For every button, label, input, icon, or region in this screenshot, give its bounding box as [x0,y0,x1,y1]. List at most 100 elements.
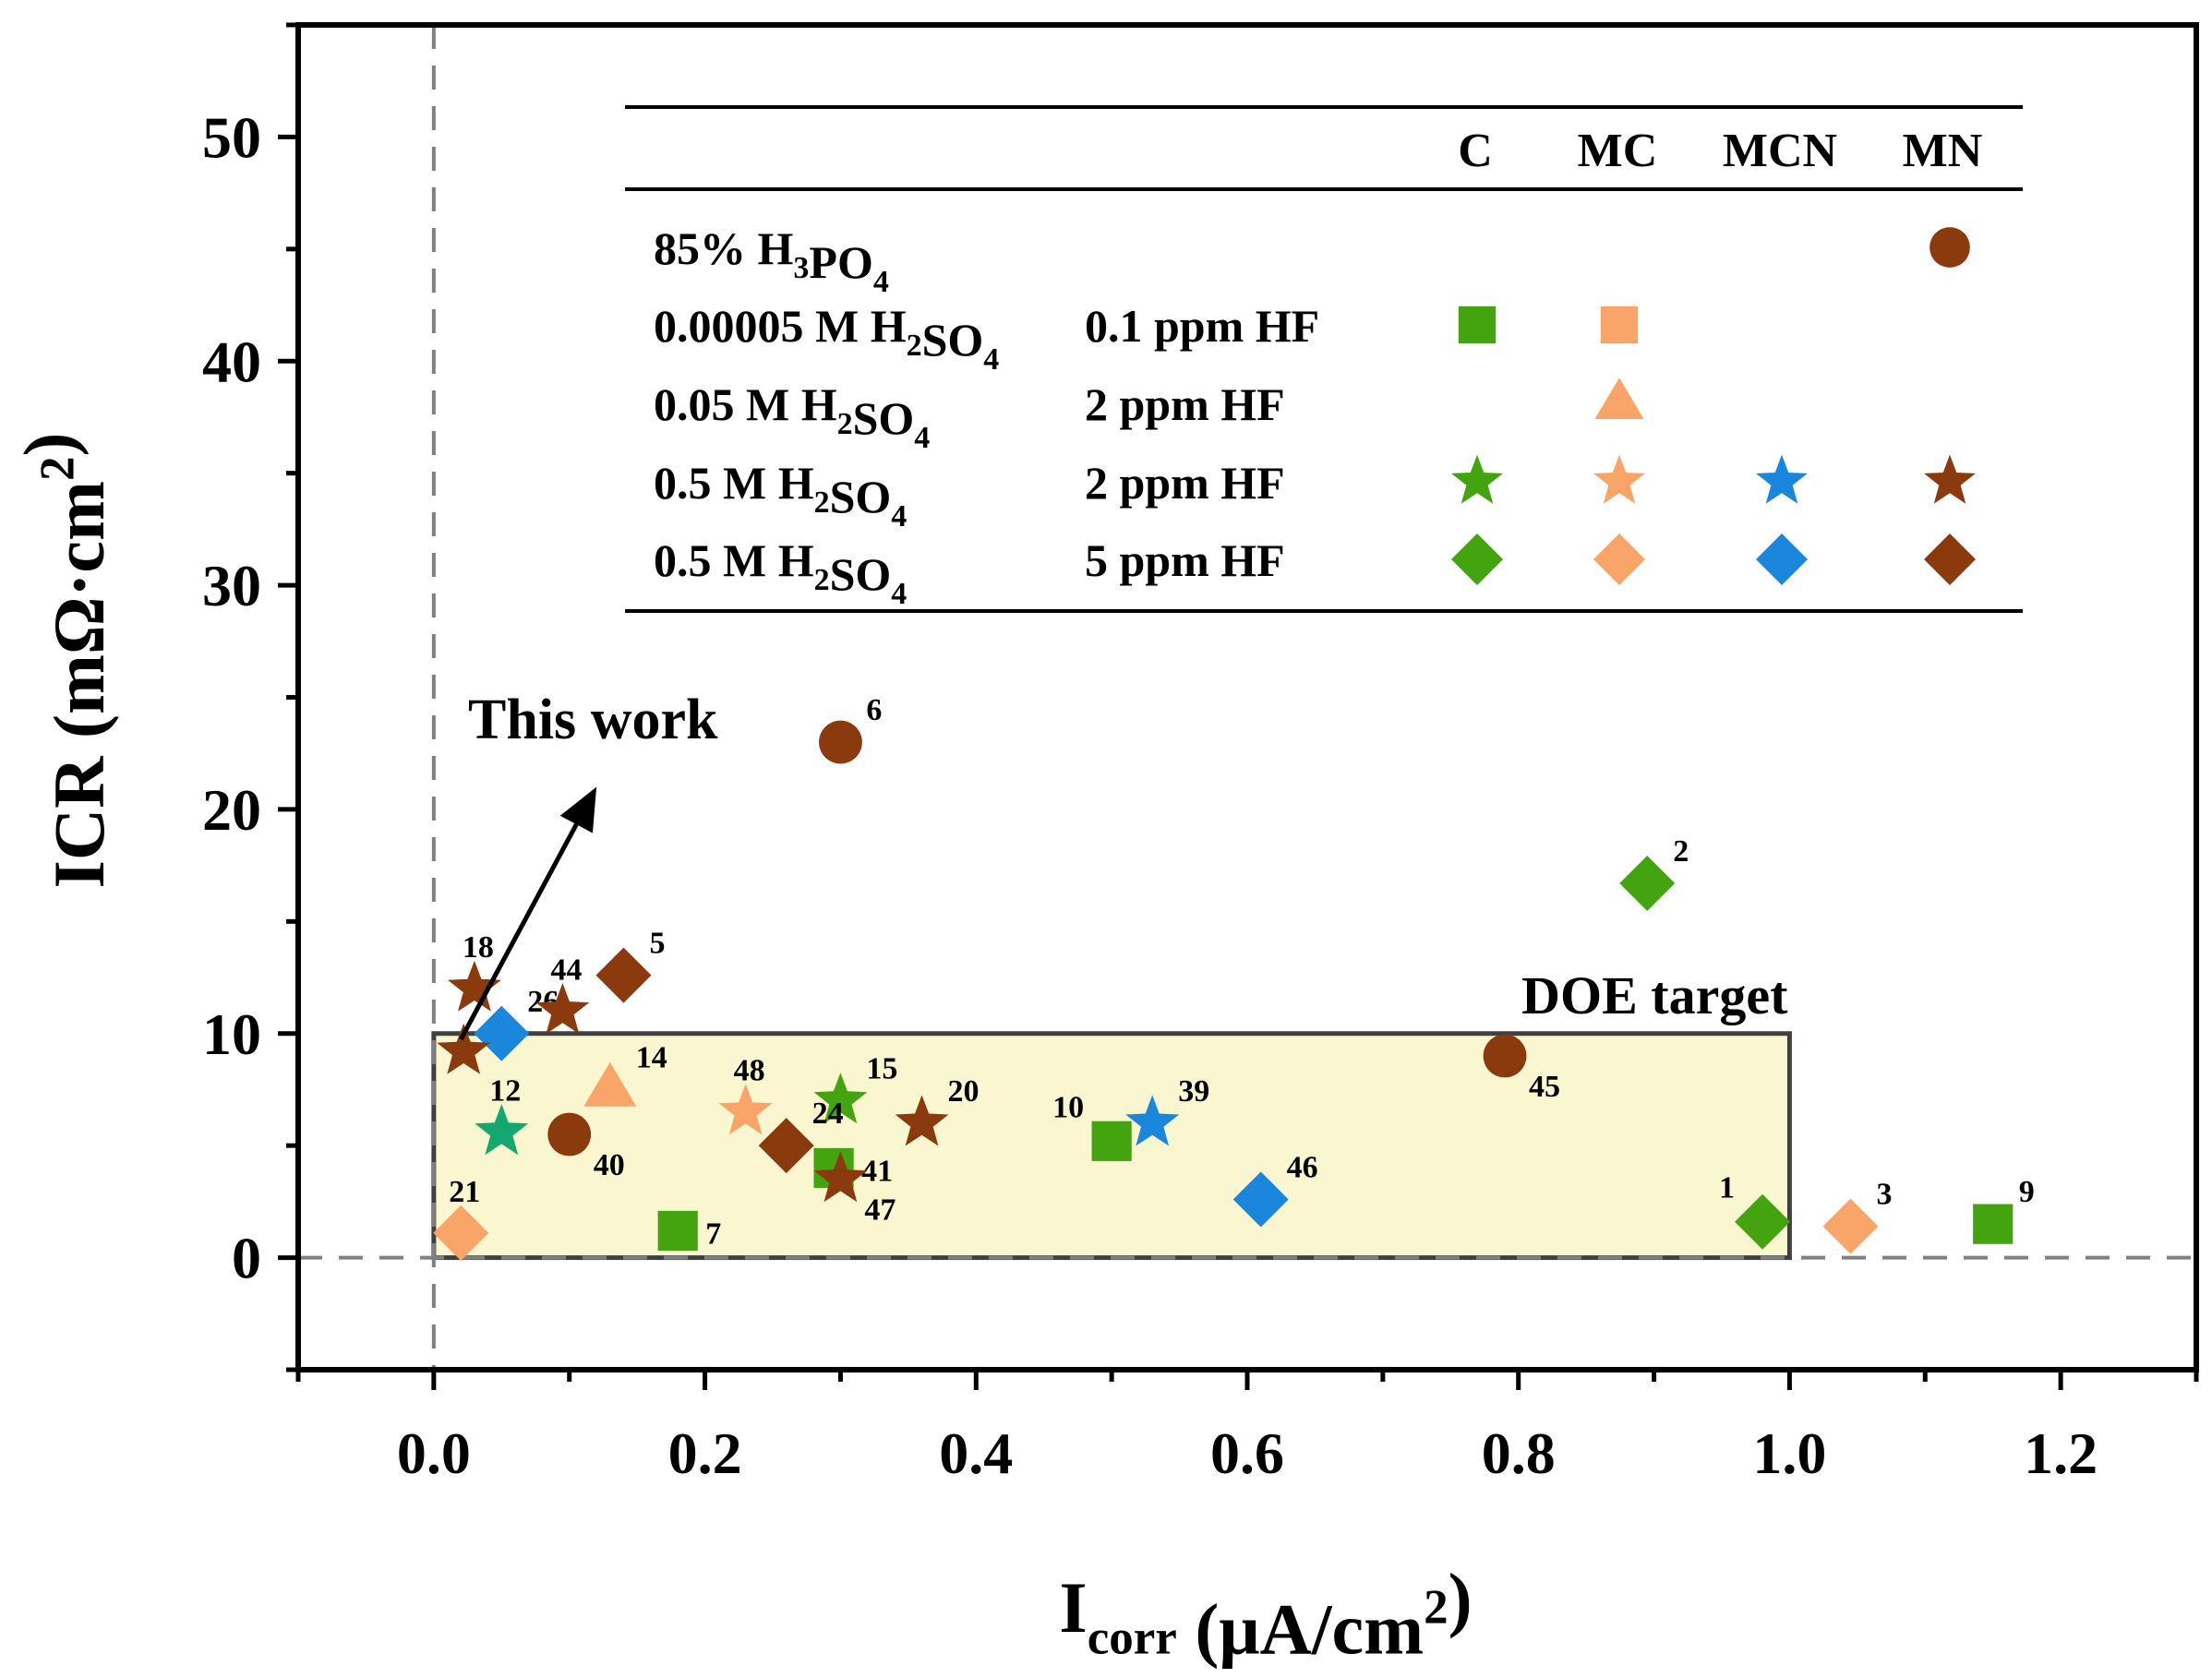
x-axis-title: Icorr (μA/cm2) [1059,1559,1472,1670]
data-point [437,1023,491,1074]
data-point-label: 3 [1877,1178,1893,1212]
data-point-label: 9 [2019,1175,2035,1209]
data-point [583,1061,637,1107]
x-tick-label: 0.0 [397,1420,471,1486]
data-point [813,1151,868,1203]
legend-marker [1924,454,1976,504]
data-point-label: 10 [1052,1090,1084,1124]
data-point [1619,856,1676,912]
doe-target-label: DOE target [1521,965,1788,1025]
legend-marker [1451,454,1503,504]
data-point [819,720,862,764]
data-point-label: 45 [1529,1070,1560,1104]
data-point [1232,1171,1289,1228]
text-part: 0.05 M H [654,378,837,430]
text-part: 0.5 M H [654,534,814,586]
data-point [475,1104,529,1156]
text-part: 0.00005 M H [654,300,907,352]
text-part: I [1059,1567,1087,1648]
data-point-label: 15 [866,1052,897,1086]
legend-column-header: MCN [1723,125,1837,177]
text-part: (μA/cm [1177,1588,1424,1669]
text-part: 4 [983,342,999,377]
x-tick-label: 0.2 [668,1420,742,1486]
text-part: ICR (mΩ·cm [39,481,119,889]
text-part: SO [853,392,915,444]
data-point [448,960,501,1012]
data-point-label: 5 [649,927,665,961]
data-point [1483,1034,1527,1078]
data-point-label: 24 [812,1097,844,1131]
legend-marker [1929,227,1970,268]
data-point [595,947,652,1003]
data-point-label: 41 [861,1154,893,1188]
x-tick-label: 0.8 [1482,1420,1556,1486]
legend-marker [1600,306,1639,344]
this-work-arrow-shaft [459,822,579,1041]
legend-marker [1451,533,1503,585]
text-part: corr [1088,1611,1177,1664]
data-point-label: 2 [1673,834,1689,869]
legend-electrolyte-label: 0.5 M H2SO4 [654,457,907,533]
data-point-label: 1 [1719,1171,1735,1205]
text-part: 4 [873,265,889,299]
y-tick-label: 30 [202,553,261,618]
x-tick-label: 0.4 [939,1420,1013,1486]
data-point [718,1084,773,1135]
x-tick-label: 1.2 [2024,1420,2098,1486]
data-point [535,983,590,1035]
this-work-label: This work [468,689,718,751]
legend-hf-label: 0.1 ppm HF [1085,300,1319,352]
y-tick-label: 10 [202,1001,261,1067]
y-tick-label: 0 [232,1226,261,1291]
text-part: 2 [1424,1581,1449,1635]
text-part: SO [830,471,892,522]
x-tick-label: 1.0 [1752,1420,1826,1486]
data-point [1125,1095,1180,1146]
data-point [1822,1198,1879,1254]
legend-hf-label: 2 ppm HF [1085,378,1285,430]
y-tick-label: 40 [202,329,261,394]
legend-electrolyte-label: 85% H3PO4 [654,222,889,299]
y-axis-title-group: ICR (mΩ·cm2) [8,432,119,888]
data-point [547,1112,592,1157]
data-point-label: 7 [705,1217,721,1251]
legend-hf-label: 5 ppm HF [1085,534,1285,586]
data-point-label: 20 [948,1074,980,1109]
legend-marker [1594,378,1644,420]
this-work-arrow-head [559,786,597,833]
text-part: 4 [891,499,907,533]
text-part: ) [8,432,89,456]
data-point-label: 6 [866,693,882,727]
text-part: PO [809,236,872,288]
data-point-label: 44 [550,953,582,987]
legend-electrolyte-label: 0.05 M H2SO4 [654,378,930,455]
data-point [433,1205,489,1261]
legend-hf-label: 2 ppm HF [1085,457,1285,509]
data-point-label: 12 [489,1074,521,1109]
text-part: 2 [814,485,830,520]
axes: 0.0 0.2 0.4 0.6 0.8 1.0 1.2 0 10 20 30 40 50 Icorr (μ… [8,22,2199,1670]
text-part: 0.5 M H [654,457,814,509]
y-axis-title: ICR (mΩ·cm2) [8,432,119,888]
data-point-label: 40 [594,1148,625,1182]
text-part: ) [1449,1559,1473,1639]
legend-marker [1756,454,1808,504]
text-part: SO [830,548,892,600]
data-point [1973,1204,2014,1244]
text-part: 2 [907,329,922,363]
data-point [758,1118,814,1174]
data-point-label: 18 [463,930,494,965]
data-point-label: 21 [449,1175,480,1209]
data-point [1735,1193,1791,1250]
data-point-label: 14 [636,1040,667,1074]
data-point [895,1095,949,1146]
y-tick-label: 20 [202,777,261,843]
data-point [474,1005,530,1061]
data-point [1091,1121,1132,1161]
text-part: 3 [793,251,809,285]
data-point-label: 39 [1178,1074,1209,1109]
